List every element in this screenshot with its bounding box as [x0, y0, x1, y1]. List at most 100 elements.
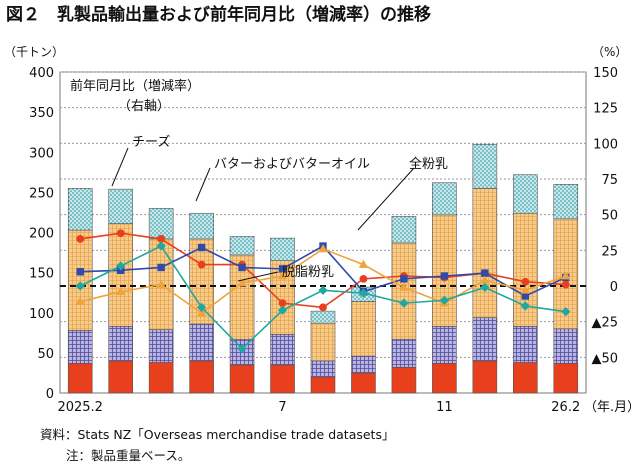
bar-segment — [391, 367, 417, 394]
data-point — [561, 280, 570, 289]
bar-segment — [229, 236, 255, 256]
x-axis-ticks: 2025.2 7 11 26.2 — [57, 400, 580, 415]
x-tick-label: 26.2 — [551, 400, 580, 415]
bar-segment — [351, 301, 376, 357]
bar-segment — [189, 360, 214, 394]
source-note: 資料：Stats NZ「Overseas merchandise trade d… — [40, 427, 394, 442]
left-tick-label: 250 — [29, 186, 54, 201]
data-point — [521, 292, 530, 300]
data-point — [318, 285, 328, 295]
bar-segment — [391, 338, 417, 368]
bar-segment — [270, 334, 295, 366]
bar-segment — [432, 326, 457, 364]
bar-segment — [432, 363, 457, 394]
whole-milk-powder-label: 全粉乳 — [409, 156, 448, 172]
data-point — [521, 277, 530, 286]
bar-segment — [513, 362, 538, 394]
data-point — [318, 244, 328, 253]
bar-segment — [108, 360, 133, 394]
cheese-callout-line — [111, 147, 129, 187]
data-point — [75, 296, 85, 305]
data-point — [520, 301, 530, 311]
whole-milk-powder-callout-line — [357, 167, 415, 231]
data-point — [277, 271, 288, 280]
bar-segment — [310, 376, 336, 394]
bar-segment — [432, 182, 457, 216]
data-point — [197, 260, 206, 269]
bar-segment — [472, 143, 498, 189]
bar-series — [67, 143, 579, 394]
cheese-label: チーズ — [132, 134, 170, 150]
bar-segment — [189, 212, 214, 240]
bar-segment — [310, 322, 336, 362]
data-point — [520, 285, 531, 294]
bar-segment — [351, 372, 376, 394]
butter-callout-line — [195, 167, 211, 202]
pct-label-line1: 前年同月比（増減率） — [70, 78, 200, 94]
data-point — [238, 263, 246, 272]
bar-segment — [67, 188, 93, 231]
bar-segment — [513, 326, 538, 363]
left-tick-label: 150 — [29, 267, 54, 282]
bar-segment — [148, 362, 174, 394]
right-tick-label: 75 — [601, 173, 618, 188]
data-point — [399, 282, 409, 291]
right-axis-ticks: 150 125 100 75 50 25 0 ▲25 ▲50 — [591, 66, 618, 366]
bar-segment — [472, 360, 498, 394]
right-tick-label: ▲50 — [591, 351, 618, 366]
left-tick-label: 300 — [29, 146, 54, 161]
bar-segment — [310, 360, 336, 378]
right-tick-label: 25 — [601, 244, 618, 259]
data-point — [116, 261, 126, 271]
data-point — [561, 307, 571, 317]
data-point — [76, 235, 85, 243]
left-tick-label: 200 — [29, 227, 54, 242]
bar-segment — [108, 326, 133, 362]
right-tick-label: 0 — [610, 280, 618, 295]
right-tick-label: 125 — [593, 102, 618, 117]
right-tick-label: 50 — [601, 209, 618, 224]
data-point — [319, 303, 327, 312]
data-point — [237, 278, 247, 287]
bar-segment — [553, 328, 579, 364]
right-tick-label: 150 — [593, 66, 618, 81]
left-axis-unit: （千トン） — [4, 45, 64, 59]
bar-segment — [67, 363, 93, 394]
skim-milk-powder-label: 脱脂粉乳 — [282, 265, 334, 280]
data-point — [399, 298, 409, 308]
data-point — [400, 275, 408, 283]
bar-segment — [432, 214, 457, 327]
data-point — [115, 286, 126, 296]
bar-segment — [189, 323, 214, 362]
left-tick-label: 0 — [46, 387, 54, 402]
bar-segment — [67, 330, 93, 364]
chart-title: 図２ 乳製品輸出量および前年同月比（増減率）の推移 — [6, 4, 431, 25]
data-point — [440, 272, 449, 280]
x-tick-label: 2025.2 — [57, 400, 103, 415]
footnote: 注：製品重量ベース。 — [66, 448, 190, 463]
bar-segment — [513, 174, 538, 214]
data-point — [197, 243, 206, 252]
bar-segment — [553, 363, 579, 394]
left-tick-label: 100 — [29, 307, 54, 322]
data-point — [237, 344, 247, 354]
data-point — [196, 308, 207, 317]
data-point — [157, 263, 165, 272]
bar-segment — [270, 237, 295, 261]
butter-label: バターおよびバターオイル — [214, 157, 370, 172]
left-axis-ticks: 0 50 100 150 200 250 300 350 400 — [29, 66, 54, 402]
right-tick-label: ▲25 — [591, 316, 618, 331]
data-point — [277, 305, 288, 315]
left-tick-label: 350 — [29, 106, 54, 121]
data-point — [76, 268, 84, 276]
data-point — [358, 259, 369, 268]
data-point — [156, 241, 166, 251]
bar-segment — [108, 223, 133, 327]
x-tick-label: 11 — [436, 400, 453, 415]
data-point — [116, 229, 125, 238]
bar-segment — [270, 364, 295, 394]
bar-segment — [148, 208, 174, 240]
data-point — [561, 271, 571, 280]
data-point — [196, 302, 207, 313]
